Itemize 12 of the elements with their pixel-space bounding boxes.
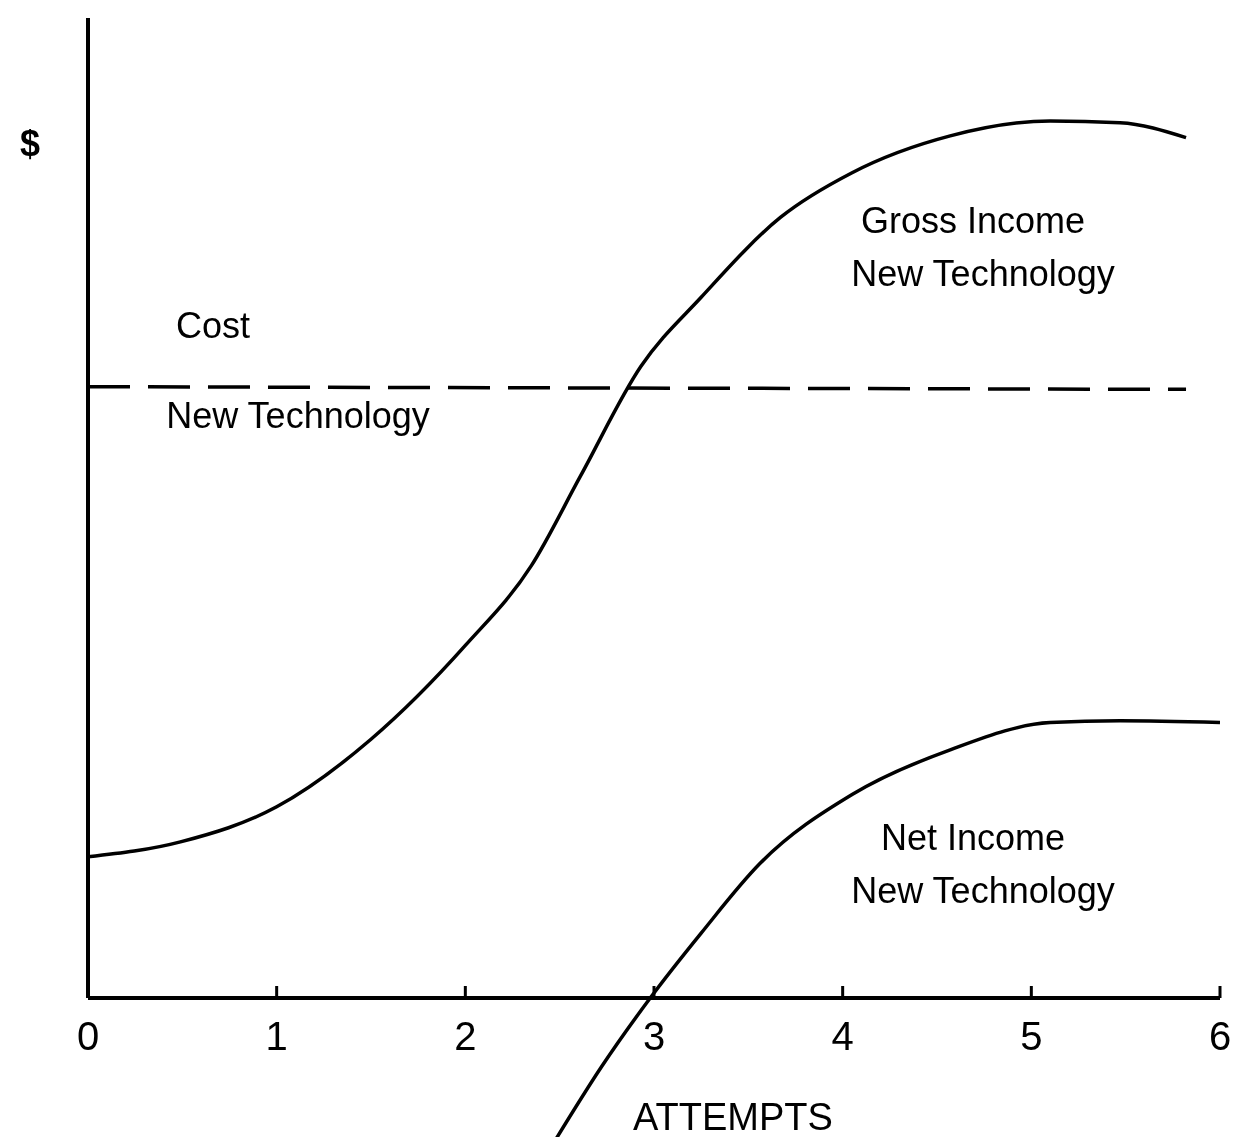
x-tick-label: 6 — [1208, 1014, 1232, 1058]
text: Cost New Technology — [166, 305, 430, 436]
series-label: Gross Income New Technology — [851, 200, 1115, 294]
x-tick-label: 3 — [642, 1014, 666, 1058]
series-label: Net Income New Technology — [851, 817, 1115, 911]
x-tick-label: 1 — [265, 1014, 288, 1058]
y-axis-title: $ — [19, 123, 41, 164]
x-tick-label: 2 — [454, 1014, 477, 1058]
x-tick-label: 4 — [831, 1014, 854, 1058]
x-axis-title: ATTEMPTS — [633, 1096, 833, 1137]
x-tick-label: 5 — [1020, 1014, 1043, 1058]
x-tick-label: 0 — [76, 1014, 100, 1058]
